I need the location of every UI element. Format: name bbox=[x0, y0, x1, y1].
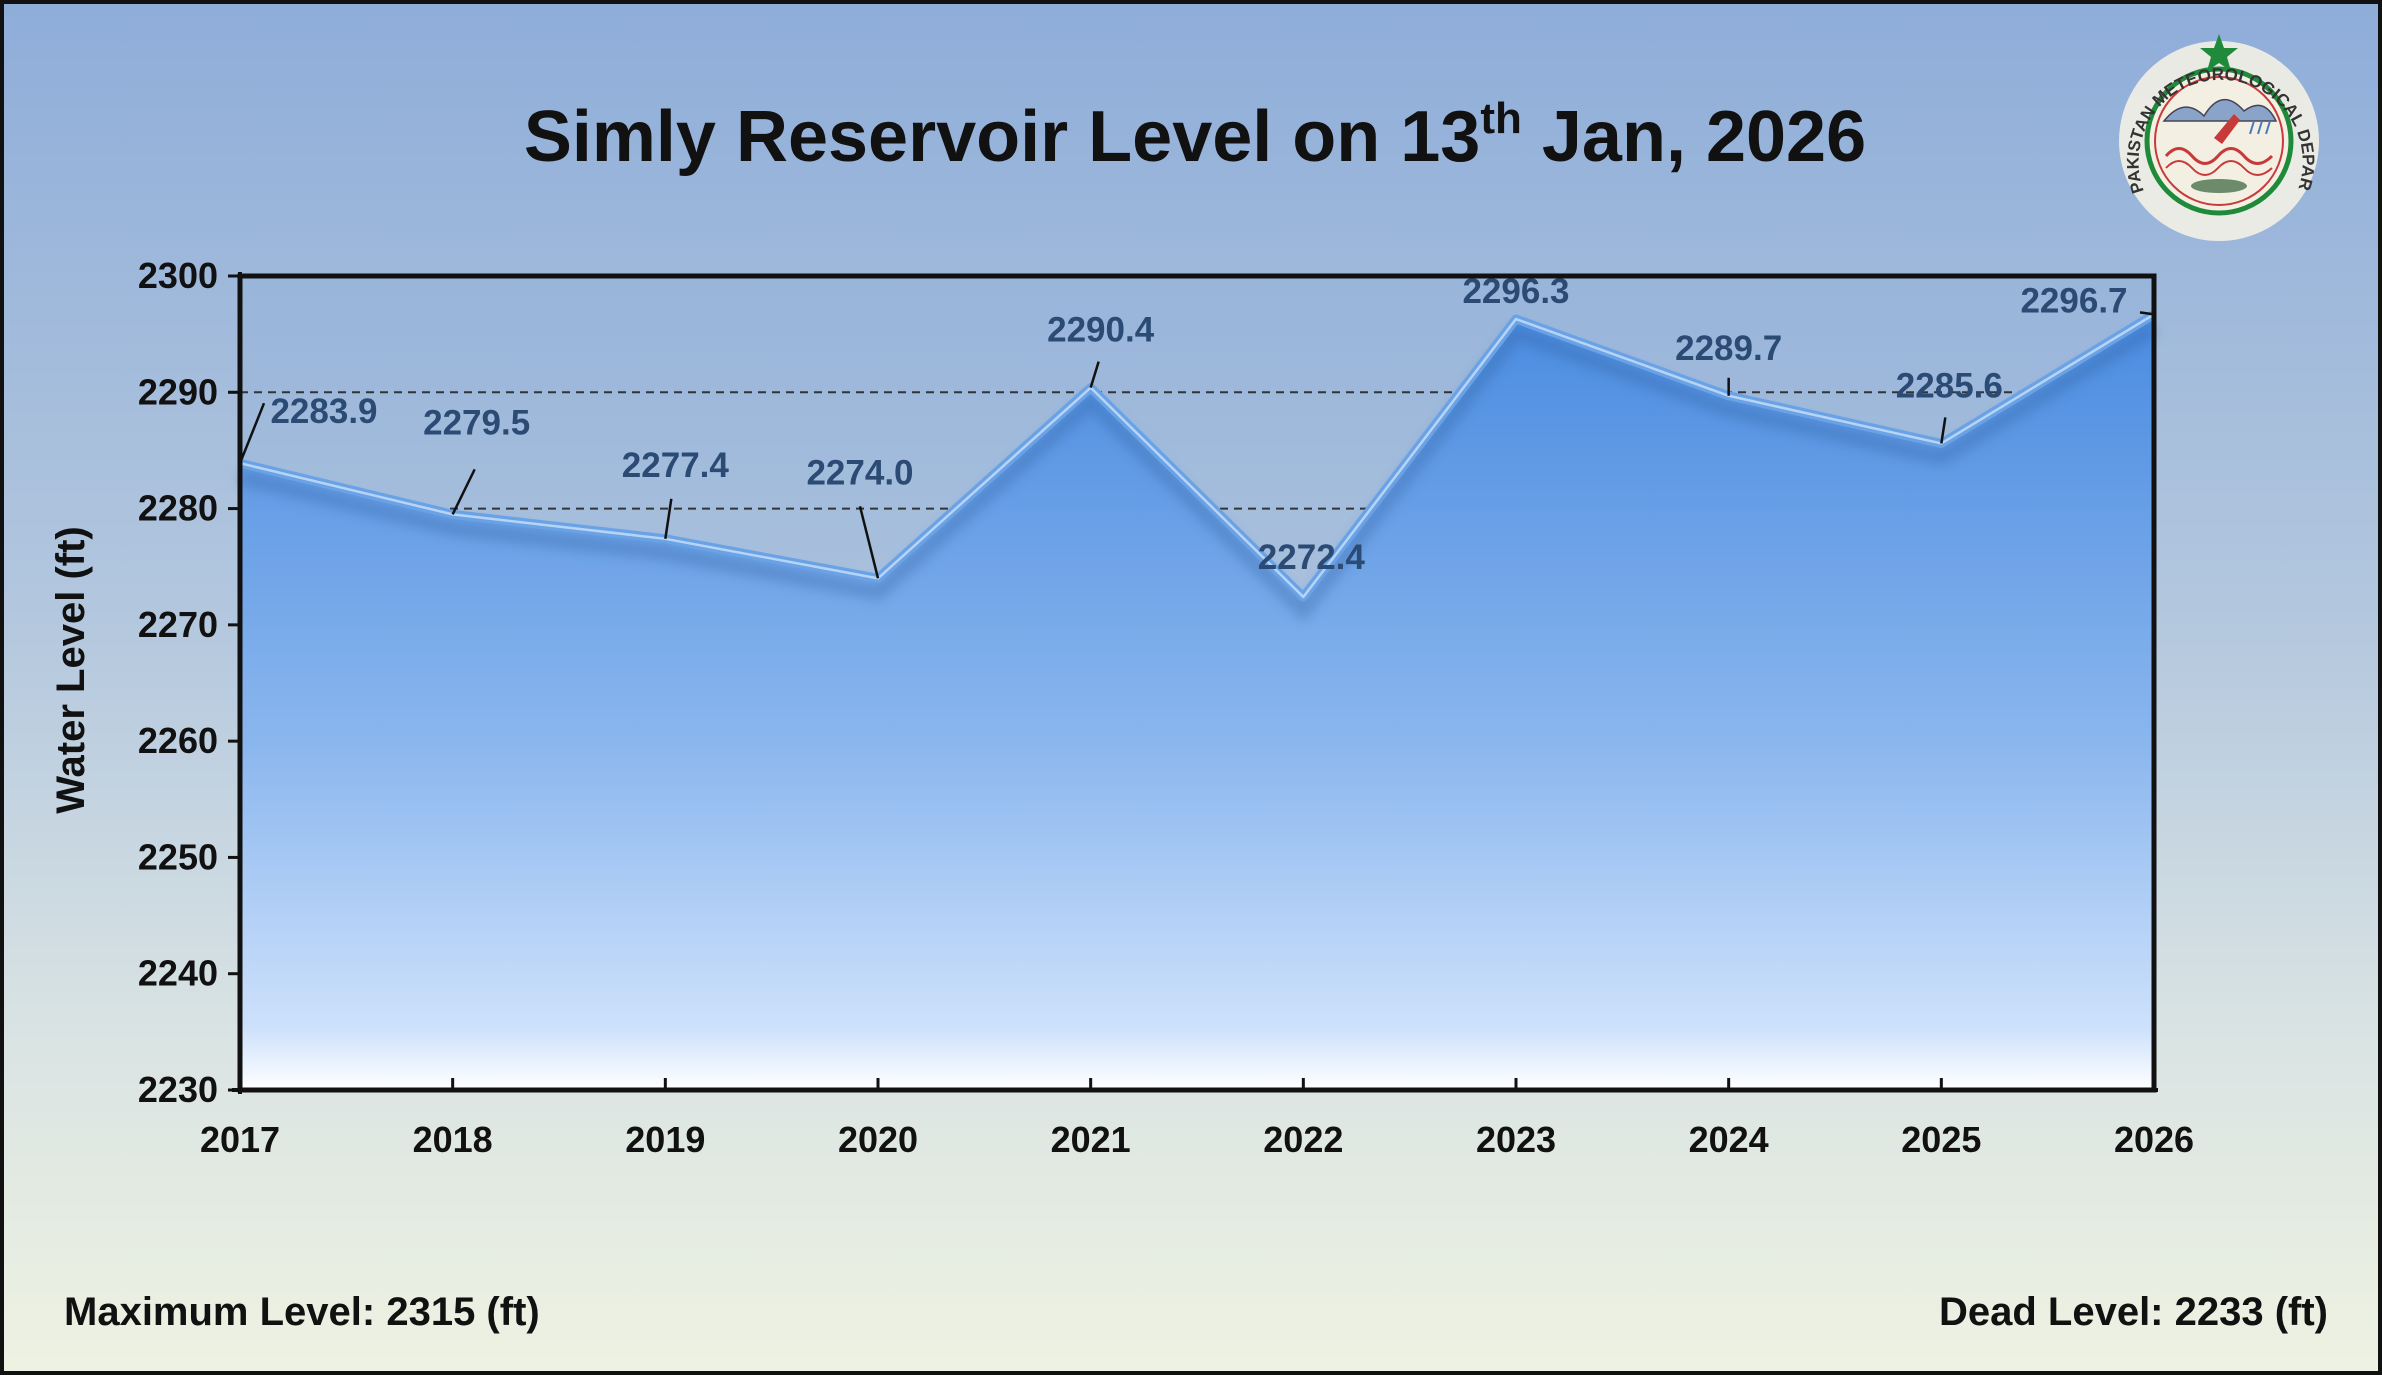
data-label-leader bbox=[1940, 417, 1947, 444]
data-label: 2296.3 bbox=[1462, 272, 1569, 311]
y-tick-label: 2270 bbox=[138, 604, 218, 645]
y-tick-label: 2300 bbox=[138, 255, 218, 296]
data-label-leader bbox=[858, 506, 880, 579]
y-tick-label: 2250 bbox=[138, 836, 218, 877]
y-tick-label: 2240 bbox=[138, 953, 218, 994]
y-tick-label: 2260 bbox=[138, 720, 218, 761]
title-prefix: Simly Reservoir Level on 13 bbox=[523, 97, 1481, 177]
chart-title: Simly Reservoir Level on 13th Jan, 2026 bbox=[4, 96, 2382, 178]
data-label: 2279.5 bbox=[423, 403, 530, 442]
data-labels: 2283.9 2279.5 2277.4 2274.0 2290.4 2272.4 2296… bbox=[238, 272, 2155, 579]
data-label: 2272.4 bbox=[1258, 538, 1366, 577]
data-label-leader bbox=[451, 468, 476, 515]
data-label-leader bbox=[238, 402, 266, 464]
data-label: 2274.0 bbox=[806, 453, 913, 492]
data-label: 2277.4 bbox=[622, 446, 730, 485]
y-axis-ticks: 2230 2240 2250 2260 2270 2280 2290 2300 bbox=[138, 255, 240, 1110]
title-superscript: th bbox=[1480, 94, 1522, 143]
x-tick-label: 2023 bbox=[1476, 1119, 1556, 1160]
maximum-level-note: Maximum Level: 2315 (ft) bbox=[64, 1290, 540, 1334]
data-label-leader bbox=[664, 498, 673, 539]
x-tick-label: 2025 bbox=[1901, 1119, 1981, 1160]
data-label-leader bbox=[1089, 361, 1100, 389]
x-tick-label: 2018 bbox=[413, 1119, 493, 1160]
data-label: 2283.9 bbox=[270, 392, 377, 431]
x-tick-label: 2024 bbox=[1689, 1119, 1769, 1160]
dead-level-note: Dead Level: 2233 (ft) bbox=[1938, 1290, 2328, 1334]
title-suffix: Jan, 2026 bbox=[1521, 97, 1867, 177]
series-area bbox=[240, 314, 2154, 1091]
data-label: 2296.7 bbox=[2020, 281, 2127, 320]
area-layer bbox=[238, 310, 2158, 1091]
data-label: 2289.7 bbox=[1675, 329, 1782, 368]
x-tick-label: 2021 bbox=[1051, 1119, 1131, 1160]
x-tick-label: 2017 bbox=[200, 1119, 280, 1160]
y-tick-label: 2280 bbox=[138, 488, 218, 529]
x-tick-label: 2022 bbox=[1263, 1119, 1343, 1160]
x-tick-label: 2019 bbox=[625, 1119, 705, 1160]
x-axis-ticks: 2017 2018 2019 2020 2021 2022 2023 2024 2025 2026 bbox=[200, 1078, 2194, 1160]
data-label: 2290.4 bbox=[1047, 311, 1155, 350]
x-tick-label: 2020 bbox=[838, 1119, 918, 1160]
series-line-highlight bbox=[239, 313, 2155, 599]
y-tick-label: 2290 bbox=[138, 371, 218, 412]
y-axis-label: Water Level (ft) bbox=[49, 526, 93, 813]
y-tick-label: 2230 bbox=[138, 1069, 218, 1110]
x-tick-label: 2026 bbox=[2114, 1119, 2194, 1160]
series-line-shadow bbox=[238, 322, 2158, 622]
data-label: 2285.6 bbox=[1896, 366, 2003, 405]
pmd-seal-icon: PAKISTAN METEOROLOGICAL DEPARTMENT bbox=[2104, 26, 2319, 241]
